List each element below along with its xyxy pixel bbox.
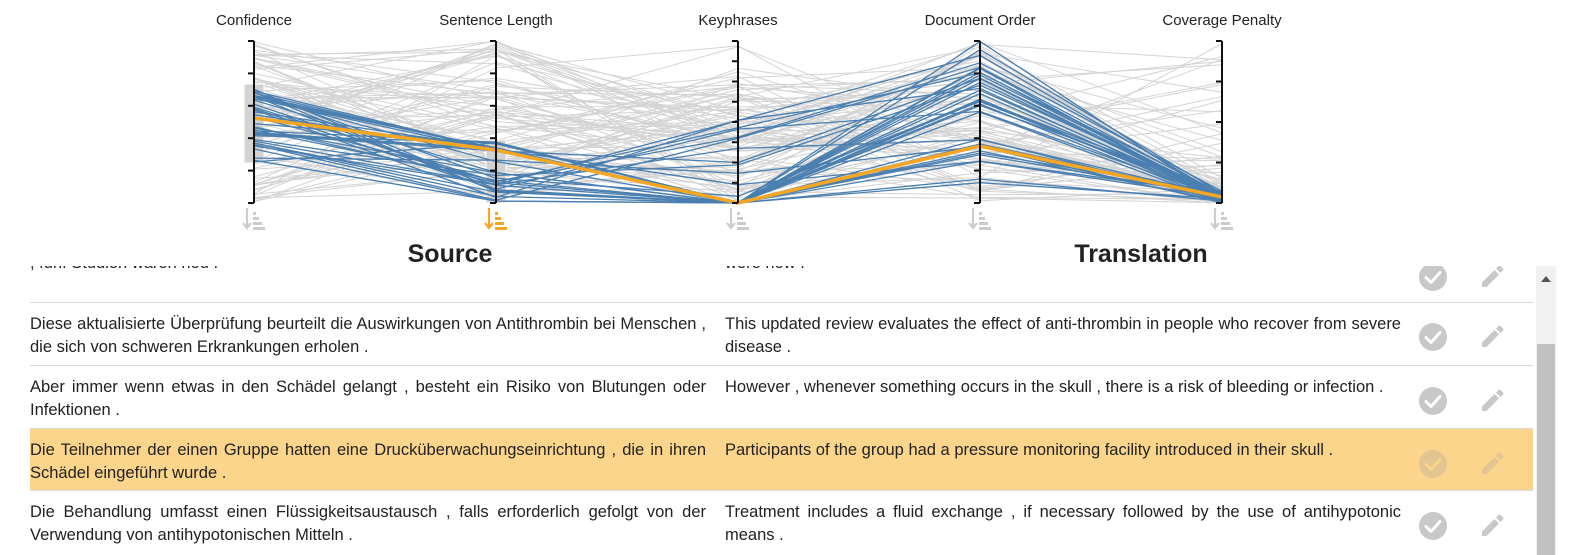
pencil-icon [1482, 325, 1504, 347]
sort-keyphrases-button[interactable] [725, 206, 751, 234]
accept-button[interactable] [1418, 449, 1448, 479]
source-column-header: Source [407, 240, 493, 268]
sort-document-order-button[interactable] [967, 206, 993, 234]
axis-label-document-order[interactable]: Document Order [924, 12, 1036, 29]
sort-descending-icon [484, 208, 507, 230]
sentence-table: , fünf Studien waren neu . were new . Di… [0, 266, 1536, 555]
translation-sentence[interactable]: Participants of the group had a pressure… [725, 441, 1334, 459]
translation-sentence[interactable]: were new . [725, 266, 1401, 275]
edit-button[interactable] [1477, 386, 1507, 416]
sort-descending-icon [968, 208, 991, 230]
sort-descending-icon [242, 208, 265, 230]
sort-coverage-penalty-button[interactable] [1209, 206, 1235, 234]
edit-button[interactable] [1477, 322, 1507, 352]
check-circle-icon [1419, 387, 1447, 415]
accept-button[interactable] [1418, 386, 1448, 416]
axis-label-confidence[interactable]: Confidence [216, 12, 292, 29]
pencil-icon [1482, 266, 1504, 287]
translation-sentence[interactable]: However , whenever something occurs in t… [725, 378, 1384, 396]
axes [248, 40, 1223, 204]
source-sentence[interactable]: , fünf Studien waren neu . [30, 266, 706, 275]
accept-button[interactable] [1418, 266, 1448, 292]
accept-button[interactable] [1418, 511, 1448, 541]
sort-descending-icon [726, 208, 749, 230]
table-row[interactable]: Die Behandlung umfasst einen Flüssigkeit… [30, 491, 1533, 555]
source-sentence[interactable]: Die Teilnehmer der einen Gruppe hatten e… [30, 441, 706, 482]
table-row[interactable]: Aber immer wenn etwas in den Schädel gel… [30, 366, 1533, 429]
translation-sentence[interactable]: This updated review evaluates the effect… [725, 315, 1401, 356]
edit-button[interactable] [1477, 449, 1507, 479]
parallel-coordinates-plot[interactable] [0, 0, 1574, 240]
sort-confidence-button[interactable] [241, 206, 267, 234]
check-circle-icon [1419, 512, 1447, 540]
sort-descending-icon [1210, 208, 1233, 230]
axis-label-sentence-length[interactable]: Sentence Length [439, 12, 553, 29]
vertical-scrollbar[interactable] [1536, 266, 1556, 555]
check-circle-icon [1419, 266, 1447, 291]
translation-sentence[interactable]: Treatment includes a fluid exchange , if… [725, 503, 1401, 544]
table-row-highlighted[interactable]: Die Teilnehmer der einen Gruppe hatten e… [30, 429, 1533, 491]
axis-label-keyphrases[interactable]: Keyphrases [698, 12, 778, 29]
translation-column-header: Translation [1074, 240, 1208, 268]
source-sentence[interactable]: Aber immer wenn etwas in den Schädel gel… [30, 378, 706, 419]
edit-button[interactable] [1477, 511, 1507, 541]
pencil-icon [1482, 389, 1504, 411]
sort-sentence-length-button[interactable] [483, 206, 509, 234]
table-row[interactable]: , fünf Studien waren neu . were new . [30, 266, 1533, 303]
source-sentence[interactable]: Die Behandlung umfasst einen Flüssigkeit… [30, 503, 706, 544]
source-sentence[interactable]: Diese aktualisierte Überprüfung beurteil… [30, 315, 706, 356]
accept-button[interactable] [1418, 322, 1448, 352]
scroll-up-arrow-icon[interactable] [1541, 276, 1551, 282]
pencil-icon [1482, 514, 1504, 536]
table-row[interactable]: Diese aktualisierte Überprüfung beurteil… [30, 303, 1533, 366]
pencil-icon [1482, 452, 1504, 474]
axis-label-coverage-penalty[interactable]: Coverage Penalty [1162, 12, 1282, 29]
scrollbar-thumb[interactable] [1537, 344, 1555, 555]
check-circle-icon [1419, 450, 1447, 478]
check-circle-icon [1419, 323, 1447, 351]
edit-button[interactable] [1477, 266, 1507, 292]
